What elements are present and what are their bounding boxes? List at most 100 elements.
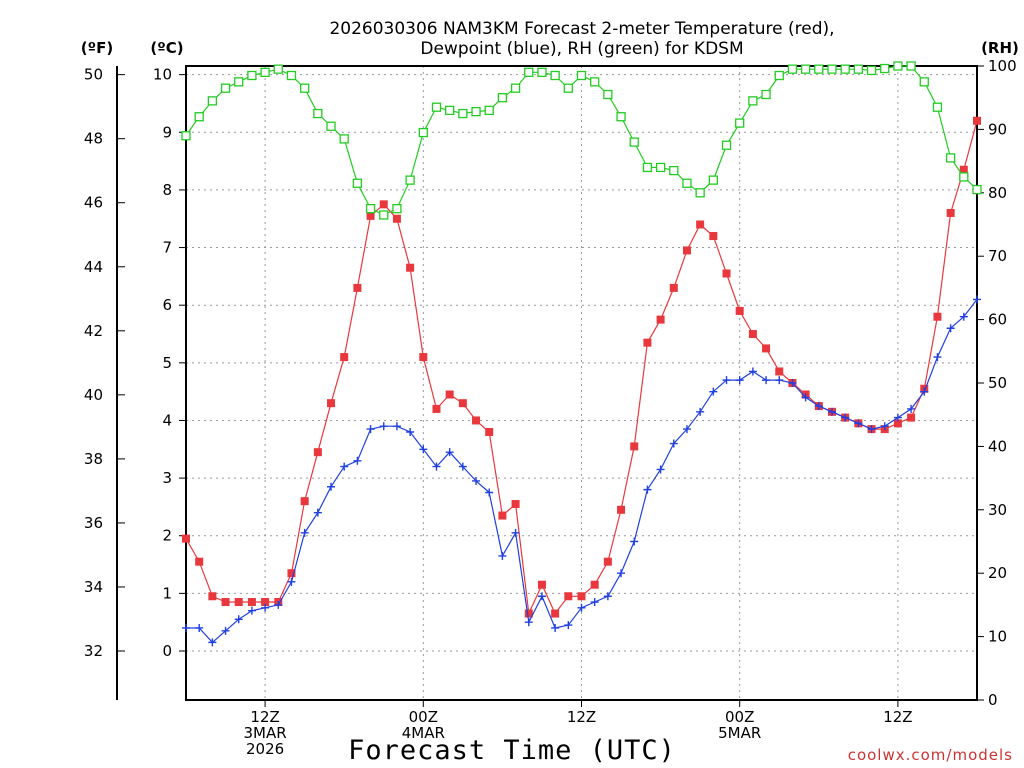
rh-point	[458, 108, 468, 119]
rh-point	[392, 203, 402, 214]
temperature-point	[709, 232, 718, 241]
dewpoint-point	[485, 488, 494, 497]
dewpoint-point	[656, 465, 665, 474]
temperature-point	[472, 416, 481, 425]
celsius-tick-label: 4	[162, 411, 172, 429]
rh-tick-label: 50	[988, 374, 1007, 392]
rh-point	[880, 63, 890, 74]
temperature-point	[696, 220, 705, 229]
x-tick-label: 5MAR	[718, 724, 761, 742]
rh-point	[418, 127, 428, 138]
temperature-point	[498, 511, 507, 520]
fahrenheit-axis-unit: (ºF)	[81, 39, 113, 57]
rh-point	[735, 118, 745, 128]
dewpoint-point	[748, 367, 757, 376]
rh-point	[893, 61, 903, 71]
dewpoint-point	[867, 425, 876, 434]
dewpoint-point	[801, 393, 810, 402]
rh-point	[919, 77, 929, 87]
dewpoint-point	[182, 623, 190, 632]
dewpoint-point	[261, 603, 270, 612]
fahrenheit-tick-label: 34	[84, 578, 103, 596]
rh-tick-label: 30	[988, 501, 1007, 519]
axes: 0123456789103234363840424446485001020304…	[84, 57, 1017, 758]
celsius-tick-label: 9	[162, 123, 172, 141]
temperature-point	[669, 283, 678, 292]
dewpoint-point	[287, 577, 296, 586]
temperature-point	[735, 306, 744, 315]
dewpoint-point	[907, 404, 916, 413]
rh-tick-label: 80	[988, 184, 1007, 202]
temperature-point	[353, 283, 362, 292]
rh-point	[497, 93, 508, 103]
rh-point	[655, 162, 666, 173]
dewpoint-point	[551, 623, 560, 632]
dewpoint-point	[617, 569, 626, 578]
celsius-tick-label: 2	[162, 527, 172, 545]
rh-tick-label: 0	[988, 691, 998, 709]
temperature-point	[406, 263, 415, 272]
rh-tick-label: 60	[988, 311, 1007, 329]
rh-point	[748, 96, 758, 106]
x-tick-label: 12Z	[250, 708, 279, 726]
dewpoint-point	[709, 387, 718, 396]
temperature-point	[630, 442, 639, 451]
dewpoint-point	[537, 592, 546, 601]
rh-point	[695, 188, 705, 198]
rh-point	[563, 83, 573, 93]
dewpoint-point	[880, 422, 889, 431]
dewpoint-point	[234, 615, 243, 624]
dewpoint-point	[775, 376, 784, 385]
dewpoint-point	[445, 448, 454, 457]
dewpoint-point	[274, 600, 283, 609]
x-tick-label: 4MAR	[402, 724, 445, 742]
dewpoint-point	[392, 422, 401, 431]
rh-point	[959, 172, 969, 182]
rh-point	[550, 70, 560, 81]
fahrenheit-tick-label: 46	[84, 194, 103, 212]
temperature-point	[392, 214, 401, 223]
rh-point	[576, 70, 587, 81]
fahrenheit-tick-label: 40	[84, 386, 103, 404]
rh-point	[814, 64, 824, 74]
temperature-point	[300, 497, 309, 506]
fahrenheit-tick-label: 44	[84, 258, 103, 276]
temperature-point	[366, 211, 375, 220]
temperature-point	[485, 427, 494, 436]
rh-point	[207, 96, 218, 106]
rh-point	[326, 121, 336, 131]
fahrenheit-tick-label: 38	[84, 450, 103, 468]
dewpoint-point	[682, 425, 691, 434]
dewpoint-point	[208, 638, 217, 647]
temperature-point	[656, 315, 665, 324]
rh-point	[603, 89, 613, 100]
credit-text: coolwx.com/models	[848, 746, 1013, 764]
x-axis-label: Forecast Time (UTC)	[348, 735, 676, 766]
temperature-point	[234, 598, 243, 607]
rh-point	[708, 175, 718, 185]
fahrenheit-tick-label: 50	[84, 66, 103, 84]
dewpoint-point	[854, 419, 863, 428]
rh-point	[629, 137, 639, 147]
celsius-tick-label: 6	[162, 296, 172, 314]
celsius-axis-unit: (ºC)	[150, 39, 183, 57]
temperature-point	[643, 338, 652, 347]
rh-point	[906, 61, 916, 71]
temperature-point	[590, 580, 599, 589]
temperature-point	[682, 246, 691, 255]
rh-point	[945, 153, 956, 163]
rh-point	[484, 105, 494, 116]
dewpoint-point	[379, 422, 388, 431]
dewpoint-point	[300, 528, 309, 537]
temperature-point	[577, 592, 586, 601]
dewpoint-point	[590, 598, 599, 607]
dewpoint-point	[564, 621, 573, 630]
rh-point	[537, 67, 547, 77]
temperature-point	[261, 598, 270, 607]
dewpoint-point	[524, 618, 533, 627]
temperature-point	[775, 367, 784, 376]
dewpoint-point	[973, 295, 981, 304]
rh-point	[721, 140, 732, 150]
temperature-point	[933, 312, 942, 321]
